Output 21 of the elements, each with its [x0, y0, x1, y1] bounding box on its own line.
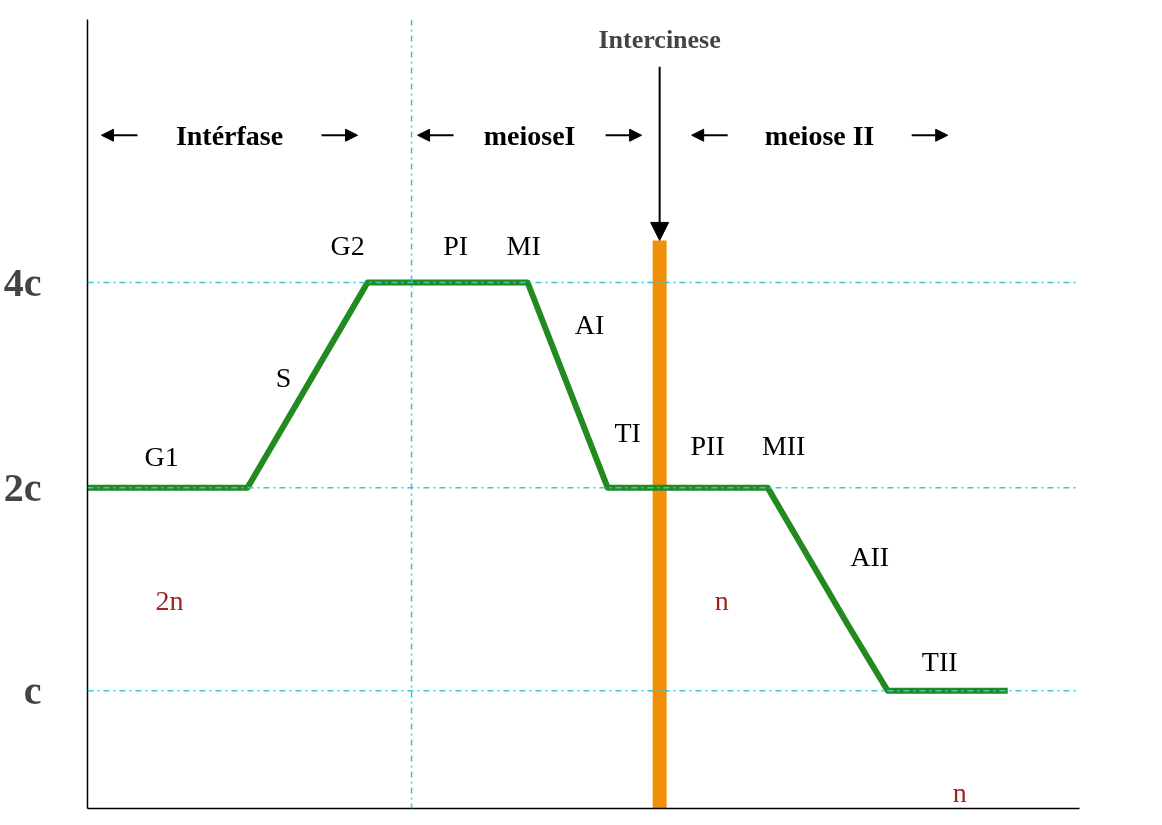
annotation: MII: [761, 430, 806, 462]
annotation: AI: [574, 309, 605, 341]
text: PI: [443, 230, 469, 262]
text: MI: [506, 230, 541, 262]
annotation: n: [714, 585, 729, 617]
annotation: AII: [850, 540, 890, 572]
text: 4c: [3, 260, 42, 305]
text: meiose II: [764, 119, 875, 151]
text: c: [23, 668, 42, 714]
annotation: TI: [614, 416, 641, 448]
text: Intérfase: [175, 119, 284, 151]
annotation: 2n: [155, 585, 184, 617]
annotation: S: [275, 361, 292, 393]
annotation: n: [952, 777, 967, 809]
annotation: TII: [921, 645, 958, 677]
text: Intercinese: [598, 24, 721, 54]
annotation: G1: [144, 440, 179, 472]
annotation: PII: [690, 430, 725, 462]
text: meioseI: [483, 119, 576, 151]
text: G2: [330, 230, 365, 262]
text: 2c: [3, 465, 42, 511]
